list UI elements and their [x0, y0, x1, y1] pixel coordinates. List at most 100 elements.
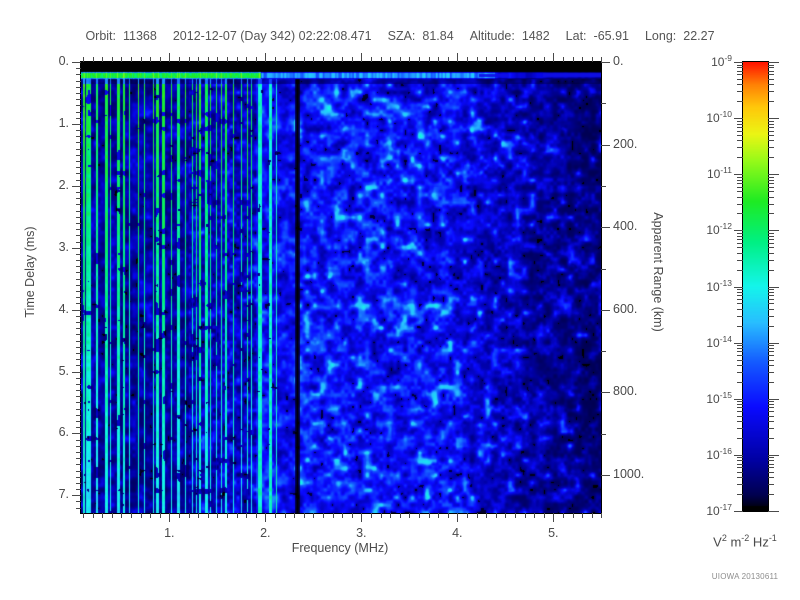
y-tick: [76, 402, 81, 403]
x-tick: [217, 513, 218, 518]
x-tick: [313, 513, 314, 518]
colorbar-minor-tick: [737, 348, 743, 349]
colorbar-minor-tick: [737, 401, 743, 402]
colorbar-minor-tick: [737, 472, 743, 473]
colorbar-minor-tick: [737, 299, 743, 300]
x-tick: [381, 513, 382, 518]
colorbar-minor-tick: [768, 472, 774, 473]
y-tick: [76, 198, 81, 199]
sza-value: 81.84: [422, 29, 454, 43]
colorbar-tick-label: 10-17: [706, 502, 732, 518]
x-tick: [429, 513, 430, 518]
colorbar-tick: [734, 511, 743, 512]
x-tick: [285, 513, 286, 518]
colorbar-tick-label: 10-16: [706, 446, 732, 462]
x-tick-label: 2.: [260, 526, 271, 540]
x-tick: [448, 513, 449, 518]
colorbar-minor-tick: [768, 183, 774, 184]
x-tick-top: [189, 57, 190, 62]
ionogram-heatmap: [81, 62, 601, 513]
colorbar-minor-tick: [737, 438, 743, 439]
x-tick-top: [553, 53, 554, 62]
x-tick: [534, 513, 535, 518]
colorbar-tick: [734, 455, 743, 456]
y-tick: [76, 161, 81, 162]
observation-datetime: 2012-12-07 (Day 342) 02:22:08.471: [172, 29, 372, 43]
colorbar-minor-tick: [737, 345, 743, 346]
colorbar-tick: [734, 62, 743, 63]
colorbar-units-label: V2 m-2 Hz-1: [690, 533, 800, 549]
colorbar-minor-tick: [768, 247, 774, 248]
y-tick: [76, 409, 81, 410]
y-tick: [76, 217, 81, 218]
y-tick: [72, 248, 81, 249]
colorbar-minor-tick: [768, 253, 774, 254]
y-tick: [76, 149, 81, 150]
y-tick: [76, 427, 81, 428]
y-tick: [76, 105, 81, 106]
x-tick: [486, 513, 487, 518]
x-tick: [371, 513, 372, 518]
y2-tick-label: 600.: [613, 301, 638, 316]
colorbar-minor-tick: [737, 180, 743, 181]
y-tick: [76, 130, 81, 131]
x-tick: [333, 513, 334, 518]
y-tick: [76, 347, 81, 348]
x-tick: [304, 513, 305, 518]
colorbar-minor-tick: [737, 135, 743, 136]
y-tick: [72, 372, 81, 373]
x-tick-top: [246, 57, 247, 62]
y-tick: [76, 489, 81, 490]
colorbar-tick-label: 10-10: [706, 109, 732, 125]
x-tick-top: [285, 57, 286, 62]
sza-label: SZA:: [387, 29, 416, 43]
y-tick: [76, 279, 81, 280]
y-tick: [76, 223, 81, 224]
colorbar-minor-tick: [768, 124, 774, 125]
x-tick: [409, 513, 410, 518]
colorbar-minor-tick: [737, 467, 743, 468]
colorbar-minor-tick: [768, 91, 774, 92]
colorbar-minor-tick: [768, 180, 774, 181]
colorbar-minor-tick: [737, 191, 743, 192]
colorbar-minor-tick: [768, 236, 774, 237]
colorbar-minor-tick: [737, 416, 743, 417]
credit-stamp: UIOWA 20130611: [711, 572, 779, 581]
x-tick-top: [573, 57, 574, 62]
x-tick-top: [217, 57, 218, 62]
colorbar-minor-tick: [737, 124, 743, 125]
colorbar-minor-tick: [768, 84, 774, 85]
y2-tick: [601, 269, 606, 270]
x-tick: [256, 513, 257, 518]
y-tick: [76, 81, 81, 82]
colorbar-minor-tick: [737, 183, 743, 184]
x-tick: [438, 513, 439, 518]
y-tick: [76, 242, 81, 243]
x-tick-top: [400, 57, 401, 62]
colorbar-tick-label: 10-12: [706, 221, 732, 237]
colorbar-minor-tick: [737, 243, 743, 244]
x-tick: [179, 513, 180, 518]
colorbar-minor-tick: [737, 91, 743, 92]
x-tick: [246, 513, 247, 518]
y2-tick: [601, 227, 610, 228]
x-tick: [601, 513, 602, 518]
x-tick-top: [592, 57, 593, 62]
x-tick-top: [179, 57, 180, 62]
y2-tick: [601, 475, 610, 476]
colorbar-tick: [734, 118, 743, 119]
colorbar-minor-tick: [768, 467, 774, 468]
unit-hertz-exp: -1: [768, 533, 777, 543]
x-tick-top: [121, 57, 122, 62]
colorbar-minor-tick: [768, 79, 774, 80]
x-tick-label: 3.: [356, 526, 367, 540]
x-tick: [592, 513, 593, 518]
colorbar-minor-tick: [737, 253, 743, 254]
colorbar-minor-tick: [737, 131, 743, 132]
x-tick: [323, 513, 324, 518]
y2-tick: [601, 103, 606, 104]
colorbar-minor-tick: [737, 494, 743, 495]
x-tick: [189, 513, 190, 518]
colorbar-minor-tick: [737, 421, 743, 422]
y2-tick: [601, 434, 606, 435]
